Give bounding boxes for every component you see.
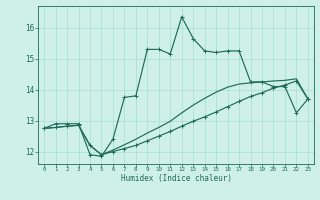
X-axis label: Humidex (Indice chaleur): Humidex (Indice chaleur) <box>121 174 231 183</box>
